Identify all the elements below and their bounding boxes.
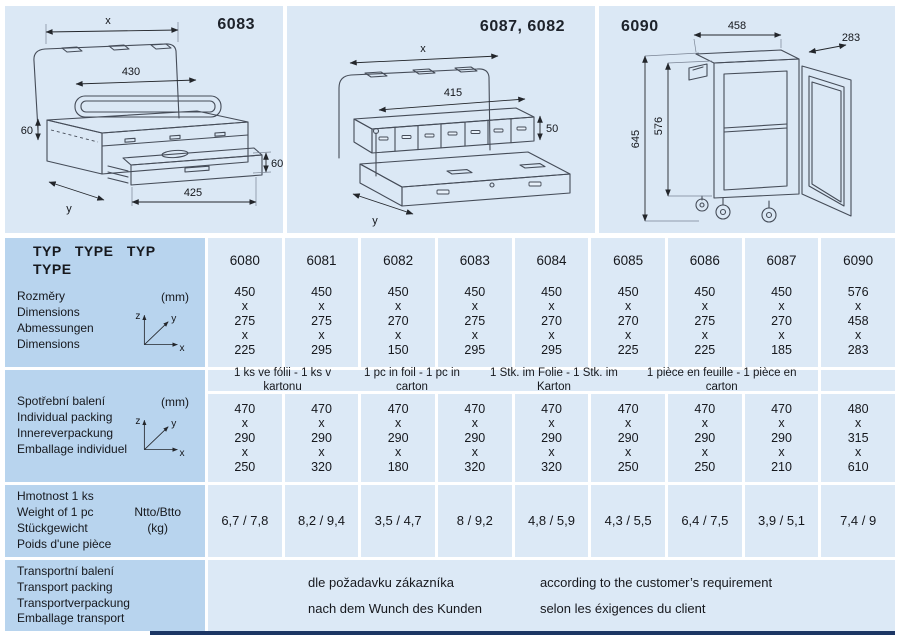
weight-6084: 4,8 / 5,9	[514, 485, 589, 557]
weight-unit: Ntto/Btto (kg)	[134, 505, 181, 535]
packing-label-cell: Spotřební balení Individual packing Inne…	[5, 370, 205, 482]
xyz-axis-icon: z y x	[135, 311, 185, 352]
table-header-row: TYP TYPE TYP TYPE 6080 6081 6082 6083 60…	[5, 238, 895, 283]
weight-6085: 4,3 / 5,5	[591, 485, 665, 557]
unit-mm: (mm)	[161, 395, 189, 410]
dims-6084: 450 x 270 x 295	[514, 275, 589, 367]
packing-note-en: 1 pc in foil - 1 pc in carton	[364, 367, 460, 393]
transport-row: Transportní balení Transport packing Tra…	[5, 560, 895, 632]
dim-425-label: 425	[184, 187, 202, 199]
weight-6086: 6,4 / 7,5	[667, 485, 742, 557]
packing-note-cz: 1 ks ve fólii - 1 ks v kartonu	[233, 367, 332, 393]
transport-fr: selon les éxigences du client	[539, 600, 706, 616]
case-6087-6082-drawing: x 415 50 y	[338, 43, 571, 227]
axis-glyph-wrap: (mm) z y x	[131, 395, 195, 457]
dims-6081: 450 x 275 x 295	[284, 275, 359, 367]
pack-6083: 470 x 290 x 320	[437, 394, 512, 482]
transport-cz: dle požadavku zákazníka	[308, 575, 454, 591]
packing-label: Spotřební balení Individual packing Inne…	[17, 394, 128, 456]
weight-6080: 6,7 / 7,8	[208, 485, 282, 557]
dims-6086: 450 x 275 x 225	[667, 275, 742, 367]
axis-glyph-wrap: (mm) z y x	[131, 290, 195, 352]
drawing-panel-6090: 6090	[599, 6, 895, 233]
axis-x-label: x	[180, 448, 185, 457]
dim-y-label: y	[372, 215, 378, 227]
weight-label-cell: Hmotnost 1 ks Weight of 1 pc Stückgewich…	[5, 485, 205, 557]
dims-6083: 450 x 275 x 295	[437, 275, 512, 367]
drawing-panel-6083: 6083	[5, 6, 283, 233]
dimensions-label-cell: Rozměry Dimensions Abmessungen Dimension…	[5, 275, 205, 367]
transport-text-en-fr: according to the customer’s requirement …	[540, 570, 772, 621]
dim-458-label: 458	[728, 20, 746, 32]
pack-6090: 480 x 315 x 610	[821, 394, 895, 482]
transport-label: Transportní balení Transport packing Tra…	[17, 564, 130, 626]
bottom-rule	[150, 631, 895, 635]
weight-6082: 3,5 / 4,7	[361, 485, 435, 557]
pack-6084: 470 x 290 x 320	[514, 394, 589, 482]
transport-text-cz-de: dle požadavku zákazníka nach dem Wunch d…	[308, 570, 482, 621]
dim-y-label: y	[66, 203, 72, 215]
dims-6085: 450 x 270 x 225	[591, 275, 665, 367]
pack-6080: 470 x 290 x 250	[208, 394, 282, 482]
cabinet-6090-drawing: 458 283 645 576	[630, 20, 860, 223]
pack-6087: 470 x 290 x 210	[744, 394, 819, 482]
weight-6083: 8 / 9,2	[437, 485, 512, 557]
weight-6090: 7,4 / 9	[821, 485, 895, 557]
packing-note-strip: 1 ks ve fólii - 1 ks v kartonu 1 pc in f…	[208, 367, 819, 393]
axis-x-label: x	[180, 343, 185, 352]
weight-label: Hmotnost 1 ks Weight of 1 pc Stückgewich…	[17, 489, 112, 551]
dim-645-label: 645	[630, 130, 642, 148]
dim-60-left-label: 60	[21, 125, 33, 137]
dims-6090: 576 x 458 x 283	[821, 275, 895, 367]
dim-60-right-label: 60	[271, 158, 283, 170]
dim-430-label: 430	[122, 66, 140, 78]
dim-415-label: 415	[444, 87, 462, 99]
weight-row: Hmotnost 1 ks Weight of 1 pc Stückgewich…	[5, 485, 895, 557]
axis-z-label: z	[135, 416, 140, 427]
drawing-panel-6087-6082: 6087, 6082	[287, 6, 595, 233]
unit-mm: (mm)	[161, 290, 189, 305]
dims-6080: 450 x 275 x 225	[208, 275, 282, 367]
packing-note-de: 1 Stk. im Folie - 1 Stk. im Karton	[490, 367, 618, 393]
pack-6086: 470 x 290 x 250	[667, 394, 742, 482]
dims-6087: 450 x 270 x 185	[744, 275, 819, 367]
transport-en: according to the customer’s requirement	[539, 575, 773, 591]
xyz-axis-icon: z y x	[135, 416, 185, 457]
weight-6081: 8,2 / 9,4	[284, 485, 359, 557]
packing-note-fr: 1 pièce en feuille - 1 pièce en carton	[646, 367, 797, 393]
packing-block: Spotřební balení Individual packing Inne…	[5, 367, 895, 482]
packing-note-empty-6090	[821, 370, 895, 391]
axis-y-label: y	[171, 314, 177, 325]
weight-6087: 3,9 / 5,1	[744, 485, 819, 557]
dimensions-label: Rozměry Dimensions Abmessungen Dimension…	[17, 289, 94, 351]
dim-x-label: x	[420, 43, 426, 55]
dim-576-label: 576	[653, 117, 665, 135]
dim-x-label: x	[105, 15, 111, 27]
transport-label-cell: Transportní balení Transport packing Tra…	[5, 560, 205, 632]
drawing-title: 6087, 6082	[479, 18, 565, 35]
drawings-area: 6083	[5, 6, 895, 233]
pack-6085: 470 x 290 x 250	[591, 394, 665, 482]
dim-283-label: 283	[842, 32, 860, 44]
toolbox-6083-drawing: x 430 60 60 425 y	[21, 15, 283, 215]
dims-6082: 450 x 270 x 150	[361, 275, 435, 367]
pack-6082: 470 x 290 x 180	[361, 394, 435, 482]
pack-6081: 470 x 290 x 320	[284, 394, 359, 482]
transport-content-cell: dle požadavku zákazníka nach dem Wunch d…	[208, 560, 895, 632]
drawing-title: 6083	[217, 16, 255, 33]
dimensions-row: Rozměry Dimensions Abmessungen Dimension…	[5, 275, 895, 367]
drawing-title: 6090	[621, 18, 659, 35]
axis-z-label: z	[135, 311, 140, 322]
axis-y-label: y	[171, 419, 177, 430]
dim-50-label: 50	[546, 123, 558, 135]
transport-de: nach dem Wunch des Kunden	[308, 600, 482, 616]
